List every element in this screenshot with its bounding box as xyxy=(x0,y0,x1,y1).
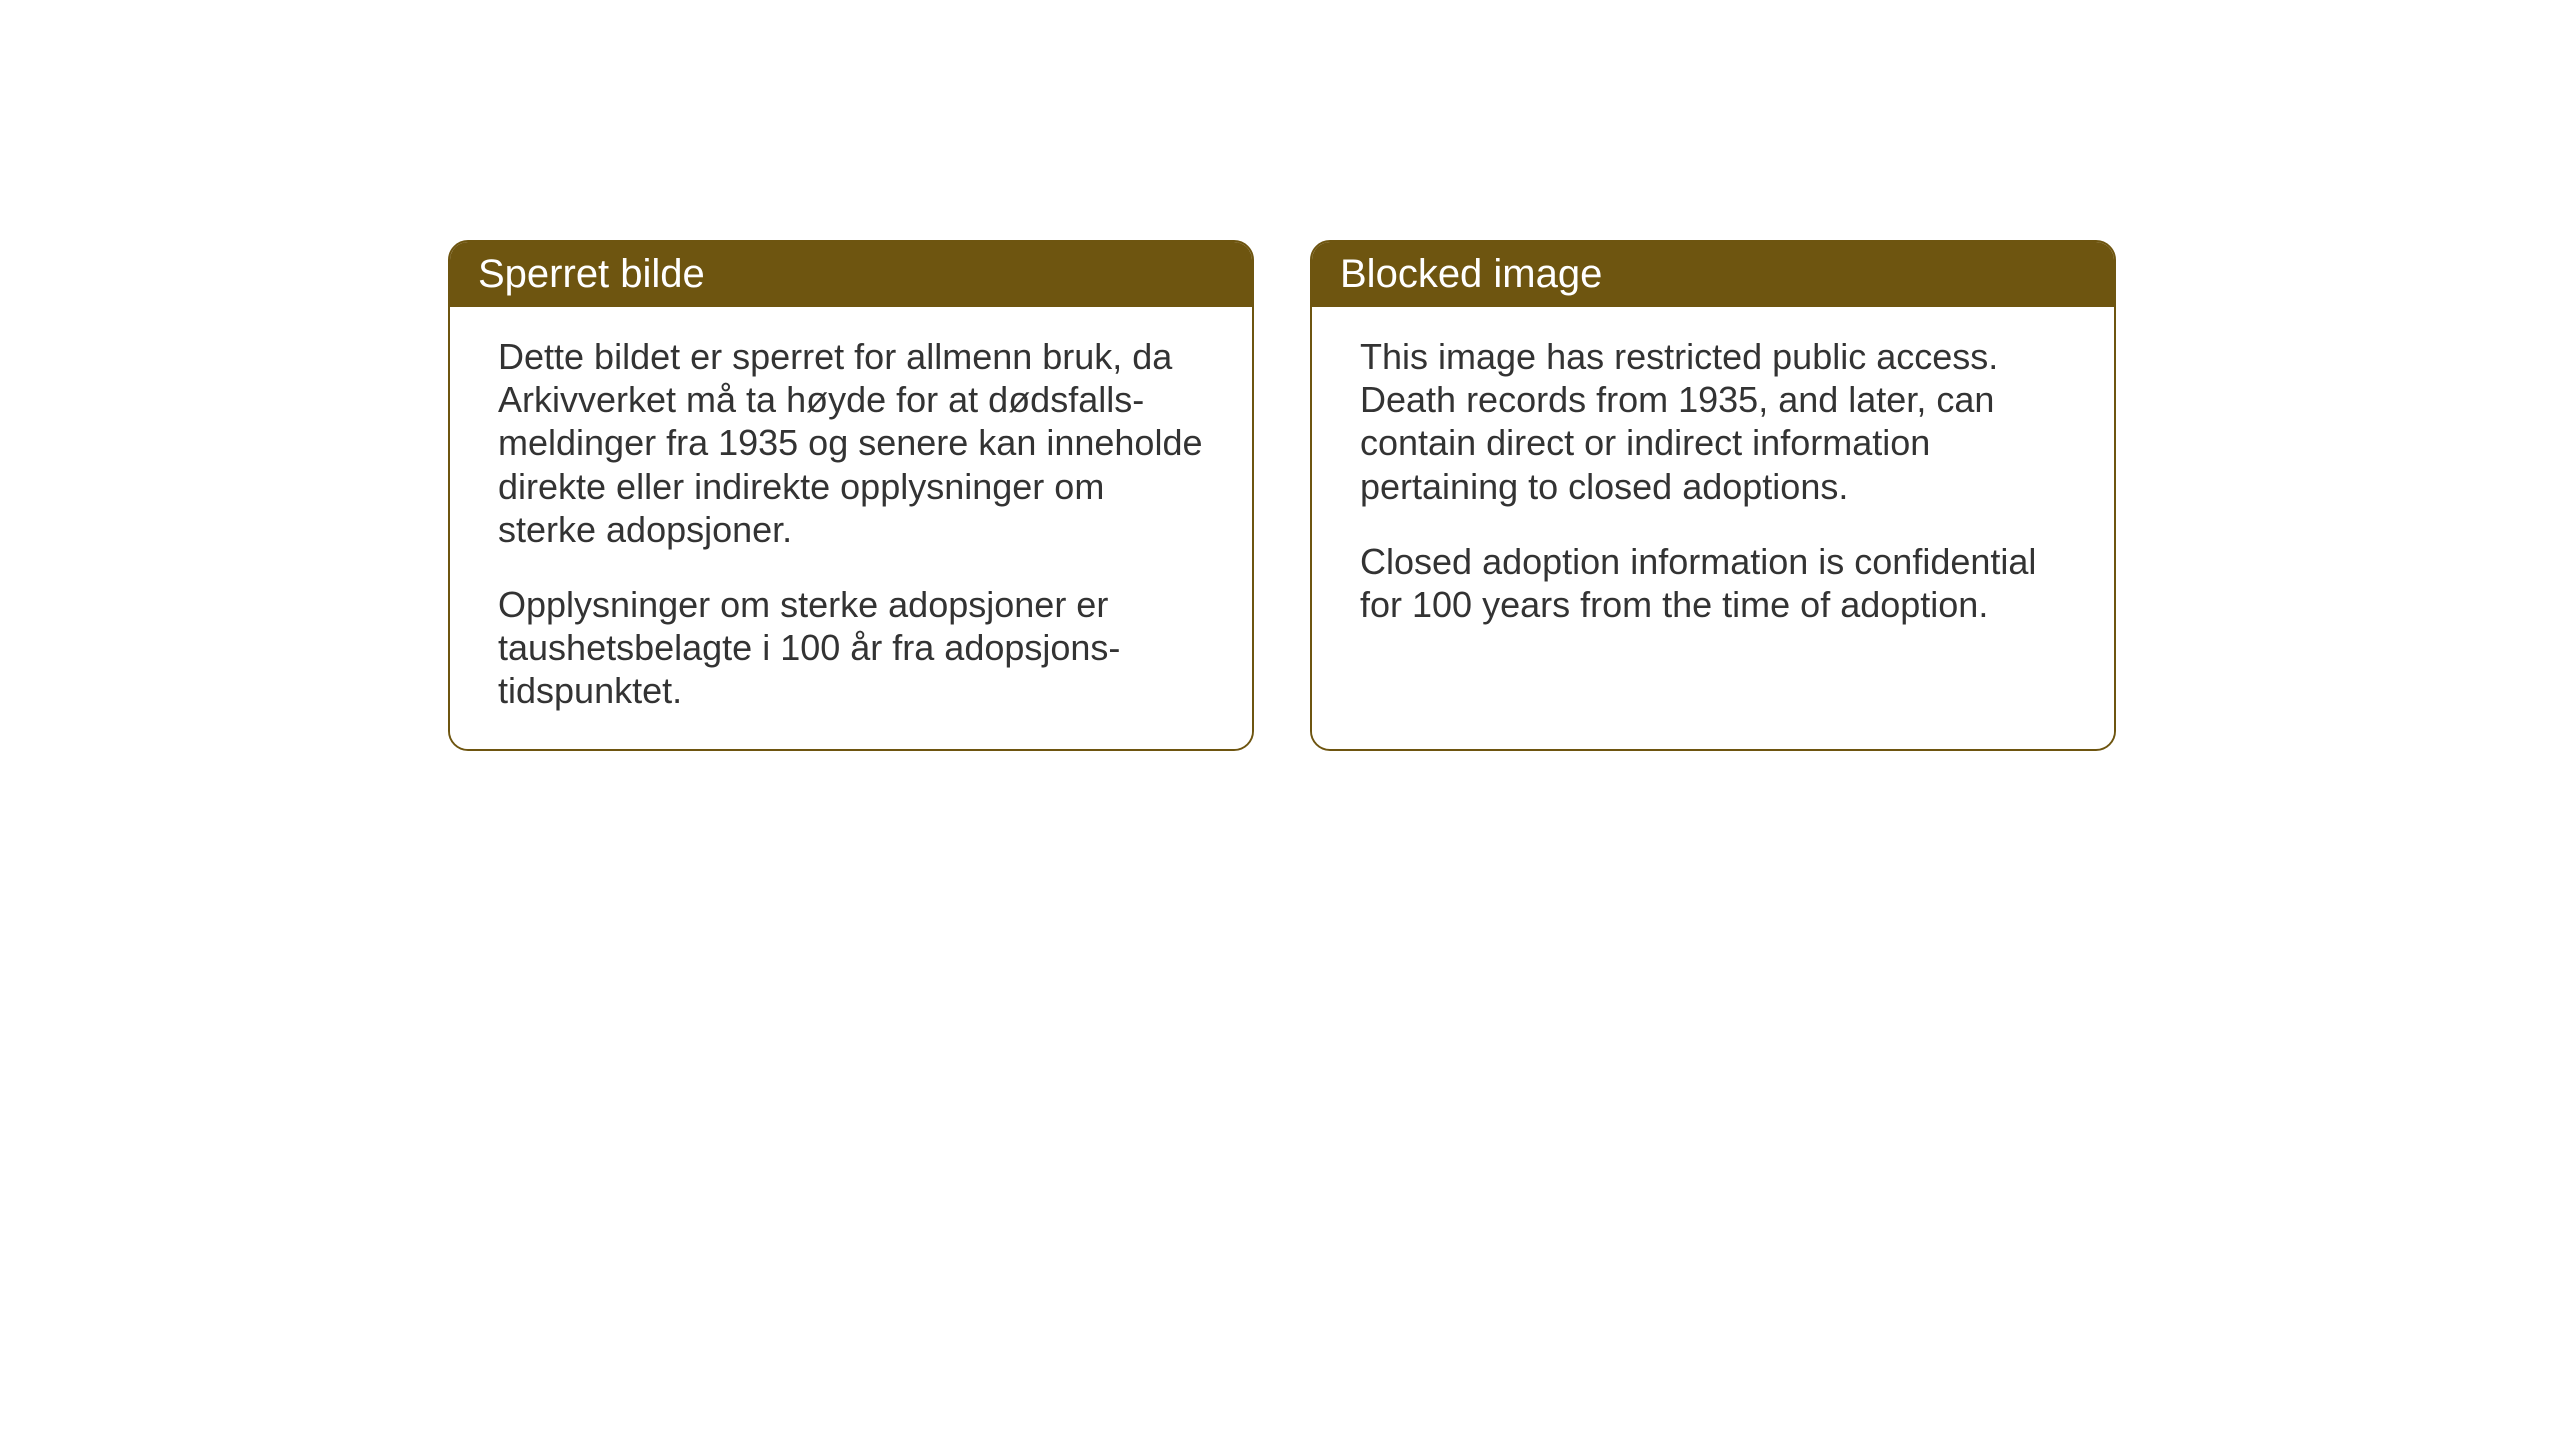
english-card-body: This image has restricted public access.… xyxy=(1312,307,2114,747)
norwegian-card-header: Sperret bilde xyxy=(450,242,1252,307)
norwegian-paragraph-2: Opplysninger om sterke adopsjoner er tau… xyxy=(498,583,1204,713)
english-paragraph-1: This image has restricted public access.… xyxy=(1360,335,2066,508)
english-card-title: Blocked image xyxy=(1340,252,1602,296)
english-notice-card: Blocked image This image has restricted … xyxy=(1310,240,2116,751)
norwegian-card-title: Sperret bilde xyxy=(478,252,705,296)
english-card-header: Blocked image xyxy=(1312,242,2114,307)
english-paragraph-2: Closed adoption information is confident… xyxy=(1360,540,2066,626)
norwegian-card-body: Dette bildet er sperret for allmenn bruk… xyxy=(450,307,1252,749)
norwegian-paragraph-1: Dette bildet er sperret for allmenn bruk… xyxy=(498,335,1204,551)
notice-cards-container: Sperret bilde Dette bildet er sperret fo… xyxy=(448,240,2116,751)
norwegian-notice-card: Sperret bilde Dette bildet er sperret fo… xyxy=(448,240,1254,751)
